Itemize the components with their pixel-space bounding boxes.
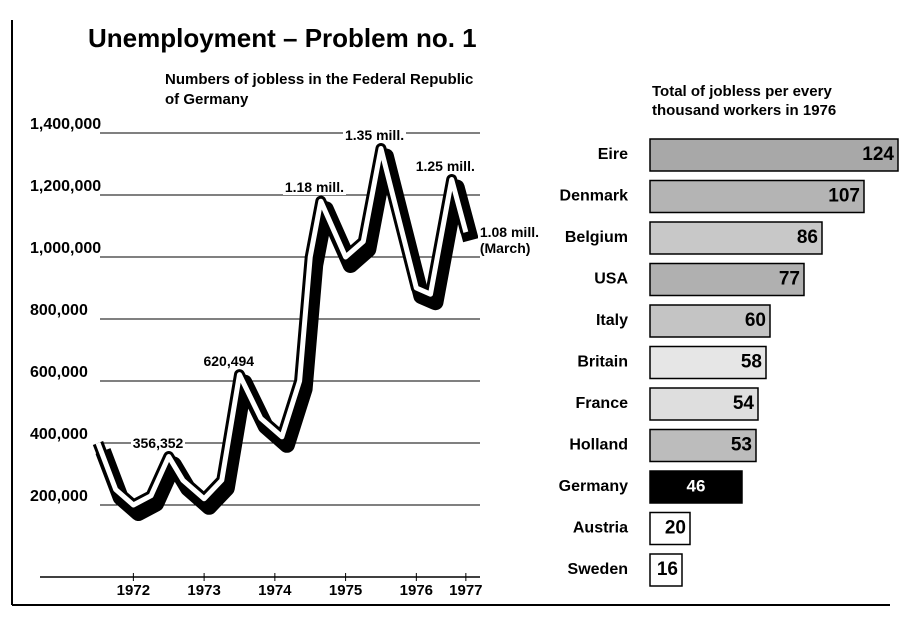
category-label: Sweden xyxy=(568,561,628,578)
line-shadow xyxy=(103,157,471,514)
page: Unemployment – Problem no. 1 200,000 400,… xyxy=(0,0,899,617)
y-tick-label: 800,000 xyxy=(30,302,88,319)
y-tick-label: 200,000 xyxy=(30,488,88,505)
y-tick-label: 400,000 xyxy=(30,426,88,443)
x-tick-label: 1976 xyxy=(400,582,433,599)
category-label: Austria xyxy=(573,520,628,537)
value-label: 356,352 xyxy=(131,435,186,451)
bar-title: Total of jobless per every thousand work… xyxy=(652,82,887,120)
x-tick-label: 1972 xyxy=(117,582,150,599)
line xyxy=(98,149,466,506)
value-label: 60 xyxy=(745,310,766,331)
value-label: 58 xyxy=(741,352,762,373)
x-tick-label: 1973 xyxy=(187,582,220,599)
value-label: 20 xyxy=(665,518,686,539)
category-label: Britain xyxy=(577,354,628,371)
category-label: Italy xyxy=(596,312,628,329)
value-label: 620,494 xyxy=(201,353,256,369)
y-tick-label: 1,000,000 xyxy=(30,240,101,257)
line-outline xyxy=(98,149,466,506)
category-label: Belgium xyxy=(565,229,628,246)
category-label: Germany xyxy=(559,478,628,495)
category-label: Holland xyxy=(569,437,628,454)
y-tick-label: 1,400,000 xyxy=(30,116,101,133)
bar xyxy=(650,139,898,171)
value-label: 1.18 mill. xyxy=(283,179,346,195)
value-label: 16 xyxy=(657,559,678,580)
value-label: 53 xyxy=(731,435,752,456)
category-label: France xyxy=(576,395,629,412)
value-label: 107 xyxy=(828,186,860,207)
value-label: 77 xyxy=(779,269,800,290)
category-label: Eire xyxy=(598,146,628,163)
x-tick-label: 1977 xyxy=(449,582,482,599)
y-tick-label: 1,200,000 xyxy=(30,178,101,195)
value-label: 54 xyxy=(733,393,755,414)
value-label: 1.35 mill. xyxy=(343,127,406,143)
main-title: Unemployment – Problem no. 1 xyxy=(88,23,477,53)
y-tick-label: 600,000 xyxy=(30,364,88,381)
value-label: 1.08 mill. (March) xyxy=(478,224,560,256)
x-tick-label: 1974 xyxy=(258,582,292,599)
category-label: Denmark xyxy=(560,188,629,205)
x-tick-label: 1975 xyxy=(329,582,362,599)
line-title: Numbers of jobless in the Federal Republ… xyxy=(165,70,485,110)
value-label: 124 xyxy=(862,144,894,165)
value-label: 86 xyxy=(797,227,818,248)
value-label: 46 xyxy=(687,476,706,495)
value-label: 1.25 mill. xyxy=(414,158,477,174)
category-label: USA xyxy=(594,271,628,288)
